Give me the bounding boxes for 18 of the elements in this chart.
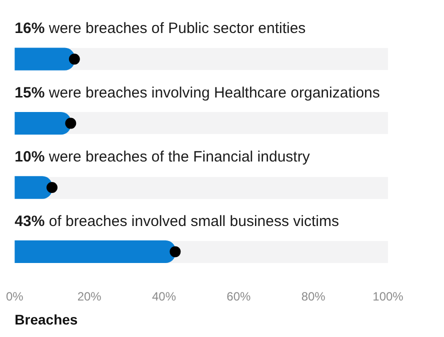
y-tick-label: 15% were breaches involving Healthcare organizations bbox=[14, 84, 380, 102]
x-tick-label: 0% bbox=[6, 289, 24, 304]
x-tick-label: 80% bbox=[301, 289, 326, 304]
y-tick-label: 43% of breaches involved small business victims bbox=[14, 212, 339, 230]
x-tick-label: 60% bbox=[226, 289, 251, 304]
y-tick-label: 16% were breaches of Public sector entities bbox=[14, 20, 306, 38]
bar bbox=[14, 176, 52, 199]
point bbox=[46, 182, 58, 193]
bar bbox=[14, 48, 75, 70]
bar bbox=[14, 112, 71, 135]
x-tick-label: 20% bbox=[77, 289, 102, 304]
x-axis-title: Breaches bbox=[14, 311, 78, 328]
point bbox=[170, 246, 181, 258]
y-tick-label: 10% were breaches of the Financial industry bbox=[14, 148, 310, 166]
point bbox=[68, 54, 80, 65]
x-tick-label: 100% bbox=[372, 289, 404, 304]
x-tick-label: 40% bbox=[152, 289, 176, 304]
point bbox=[65, 118, 76, 129]
